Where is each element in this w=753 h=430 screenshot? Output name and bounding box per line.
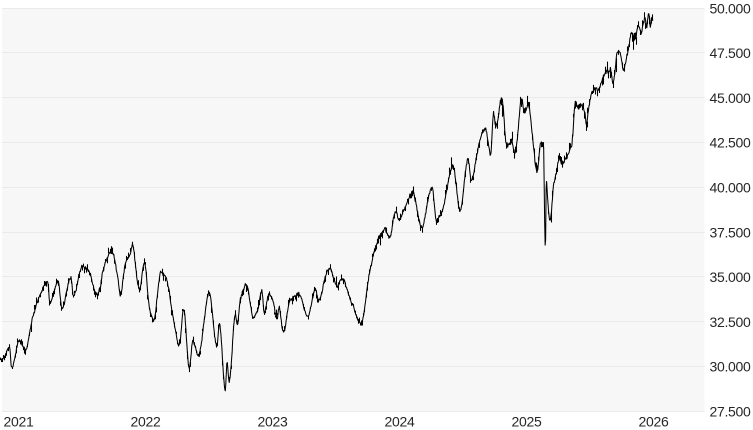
svg-text:2023: 2023	[258, 414, 288, 430]
svg-text:42.500: 42.500	[709, 135, 751, 151]
svg-text:50.000: 50.000	[709, 0, 751, 16]
svg-text:2025: 2025	[512, 414, 542, 430]
svg-text:2021: 2021	[4, 414, 34, 430]
svg-text:37.500: 37.500	[709, 224, 751, 240]
svg-text:2026: 2026	[639, 414, 669, 430]
svg-text:2022: 2022	[131, 414, 161, 430]
svg-text:27.500: 27.500	[709, 404, 751, 420]
svg-text:30.000: 30.000	[709, 359, 751, 375]
svg-text:45.000: 45.000	[709, 90, 751, 106]
svg-text:35.000: 35.000	[709, 269, 751, 285]
svg-text:40.000: 40.000	[709, 180, 751, 196]
svg-text:2024: 2024	[385, 414, 415, 430]
svg-text:32.500: 32.500	[709, 314, 751, 330]
svg-text:47.500: 47.500	[709, 45, 751, 61]
